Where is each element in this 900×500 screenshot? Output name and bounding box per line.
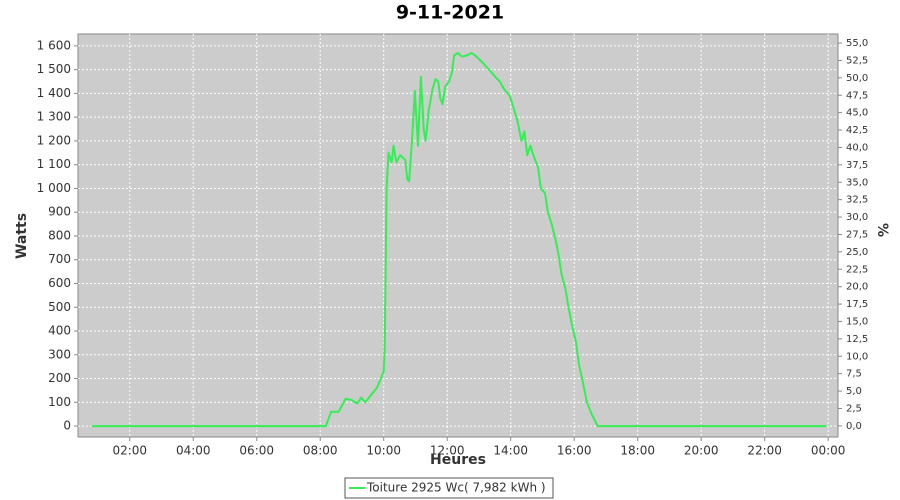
y2-tick-label: 40,0 (846, 142, 868, 153)
y2-tick-label: 7,5 (846, 369, 862, 380)
legend-label: Toiture 2925 Wc( 7,982 kWh ) (366, 481, 546, 495)
y-tick-label: 900 (48, 205, 71, 219)
x-tick-label: 04:00 (176, 444, 211, 458)
y2-tick-label: 30,0 (846, 212, 868, 223)
legend (344, 477, 554, 499)
y2-tick-label: 35,0 (846, 177, 868, 188)
y-tick-label: 0 (63, 419, 71, 433)
y2-tick-label: 25,0 (846, 247, 868, 258)
y-tick-label: 1 400 (37, 86, 71, 100)
y2-tick-label: 47,5 (846, 90, 868, 101)
line-series (91, 52, 827, 428)
y2-tick-label: 10,0 (846, 351, 868, 362)
y-tick-label: 100 (48, 395, 71, 409)
y-tick-label: 1 100 (37, 157, 71, 171)
y2-tick-label: 42,5 (846, 125, 868, 136)
x-tick-label: 14:00 (493, 444, 528, 458)
y2-axis-label: % (874, 223, 890, 237)
x-tick-label: 10:00 (366, 444, 401, 458)
y-tick-label: 1 000 (37, 181, 71, 195)
y-tick-label: 300 (48, 347, 71, 361)
y2-tick-label: 12,5 (846, 334, 868, 345)
y2-tick-label: 52,5 (846, 55, 868, 66)
y2-tick-label: 17,5 (846, 299, 868, 310)
y-axis-label: Watts (14, 213, 30, 259)
y2-tick-label: 55,0 (846, 38, 868, 49)
y-tick-label: 1 200 (37, 133, 71, 147)
chart-title: 9-11-2021 (396, 2, 504, 24)
y2-tick-label: 0,0 (846, 421, 862, 432)
x-axis-label: Heures (430, 452, 486, 468)
x-tick-label: 08:00 (303, 444, 338, 458)
y2-tick-label: 27,5 (846, 229, 868, 240)
y2-tick-label: 50,0 (846, 73, 868, 84)
y2-tick-label: 2,5 (846, 403, 862, 414)
x-tick-label: 16:00 (557, 444, 592, 458)
y2-tick-label: 32,5 (846, 195, 868, 206)
x-tick-label: 20:00 (684, 444, 719, 458)
y-tick-label: 1 500 (37, 62, 71, 76)
y-tick-label: 200 (48, 371, 71, 385)
y2-tick-label: 5,0 (846, 386, 862, 397)
y-tick-label: 800 (48, 228, 71, 242)
y-tick-label: 1 300 (37, 110, 71, 124)
y-tick-label: 600 (48, 276, 71, 290)
y2-tick-label: 15,0 (846, 316, 868, 327)
y-tick-label: 1 600 (37, 38, 71, 52)
y2-tick-label: 20,0 (846, 282, 868, 293)
x-tick-label: 00:00 (811, 444, 846, 458)
y-tick-label: 400 (48, 324, 71, 338)
y-tick-label: 700 (48, 252, 71, 266)
x-tick-label: 06:00 (239, 444, 274, 458)
x-tick-label: 02:00 (112, 444, 147, 458)
y2-tick-label: 22,5 (846, 264, 868, 275)
x-tick-label: 22:00 (747, 444, 782, 458)
x-tick-label: 18:00 (620, 444, 655, 458)
y2-tick-label: 45,0 (846, 108, 868, 119)
y2-tick-label: 37,5 (846, 160, 868, 171)
x-tick-label: 12:00 (430, 444, 465, 458)
y-tick-label: 500 (48, 300, 71, 314)
